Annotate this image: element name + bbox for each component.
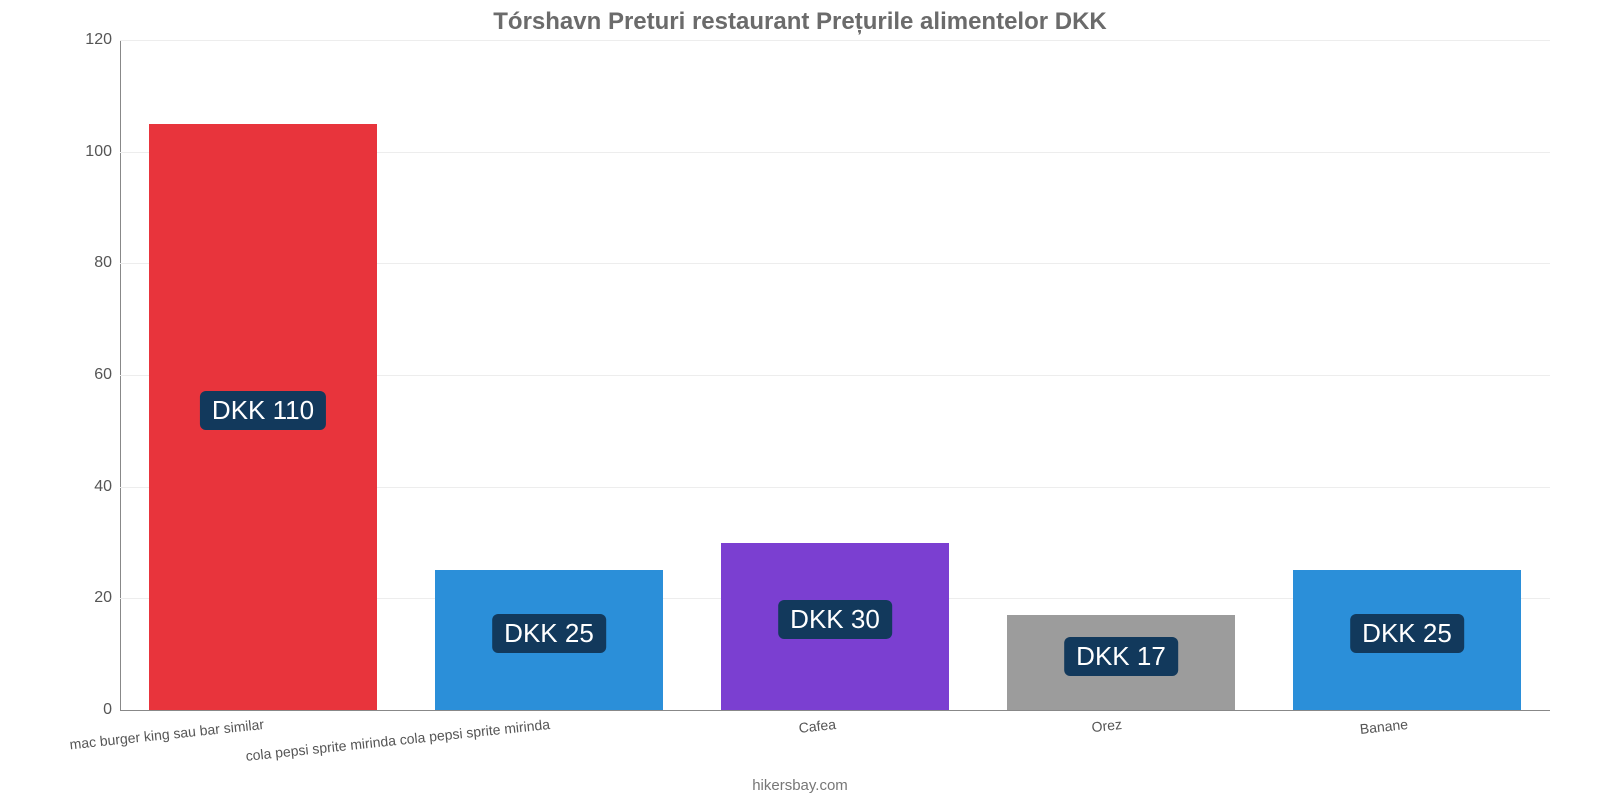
y-tick-label: 0 bbox=[103, 701, 112, 719]
x-category-label: cola pepsi sprite mirinda cola pepsi spr… bbox=[245, 716, 551, 764]
bar: DKK 25 bbox=[435, 570, 664, 710]
chart-container: Tórshavn Preturi restaurant Prețurile al… bbox=[0, 0, 1600, 800]
value-badge: DKK 25 bbox=[1350, 614, 1464, 653]
x-category-label: mac burger king sau bar similar bbox=[69, 716, 265, 752]
y-tick-label: 100 bbox=[85, 143, 112, 161]
attribution-text: hikersbay.com bbox=[0, 777, 1600, 794]
grid-line bbox=[120, 40, 1550, 41]
y-tick-label: 20 bbox=[94, 589, 112, 607]
bar: DKK 25 bbox=[1293, 570, 1522, 710]
bar: DKK 30 bbox=[721, 543, 950, 711]
y-tick-label: 80 bbox=[94, 254, 112, 272]
y-tick-label: 40 bbox=[94, 478, 112, 496]
y-tick-label: 60 bbox=[94, 366, 112, 384]
value-badge: DKK 25 bbox=[492, 614, 606, 653]
value-badge: DKK 17 bbox=[1064, 637, 1178, 676]
x-category-label: Orez bbox=[1091, 716, 1123, 735]
x-category-label: Cafea bbox=[798, 716, 837, 736]
bar: DKK 110 bbox=[149, 124, 378, 710]
x-axis-line bbox=[120, 710, 1550, 711]
bar: DKK 17 bbox=[1007, 615, 1236, 710]
plot-area: 020406080100120DKK 110mac burger king sa… bbox=[120, 40, 1550, 710]
y-tick-label: 120 bbox=[85, 31, 112, 49]
x-category-label: Banane bbox=[1359, 716, 1409, 737]
value-badge: DKK 30 bbox=[778, 600, 892, 639]
value-badge: DKK 110 bbox=[200, 391, 326, 430]
chart-title: Tórshavn Preturi restaurant Prețurile al… bbox=[0, 8, 1600, 36]
